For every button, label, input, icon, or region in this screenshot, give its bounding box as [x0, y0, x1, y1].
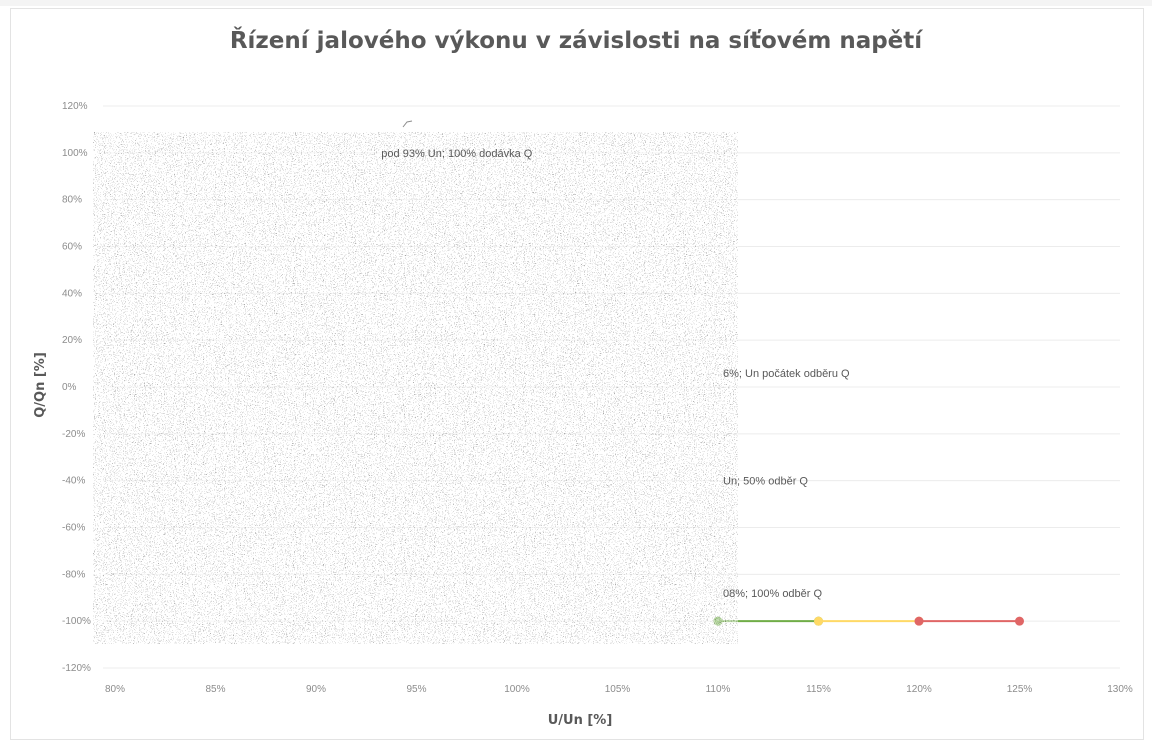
x-tick-label: 100% [504, 684, 530, 695]
y-tick-label: 0% [62, 382, 77, 393]
y-axis-title: Q/Qn [%] [33, 352, 48, 418]
y-tick-labels: 120% 100% 80% 60% 40% 20% 0% -20% -40% -60% -80% -1… [62, 101, 91, 674]
x-tick-label: 80% [105, 684, 125, 695]
annotation-3: Un; 50% odběr Q [723, 476, 808, 488]
data-point [914, 616, 924, 626]
x-tick-label: 110% [706, 684, 731, 695]
x-tick-label: 130% [1107, 684, 1133, 695]
annotation-layer: pod 93% Un; 100% dodávka Q 6%; Un počátek… [381, 148, 850, 600]
x-tick-label: 120% [906, 684, 932, 695]
x-tick-labels: 80% 85% 90% 95% 100% 105% 110% 115% 120% 125% 130% [105, 684, 1133, 695]
y-tick-label: 40% [62, 288, 82, 299]
y-tick-label: 120% [62, 101, 88, 112]
series-layer [713, 616, 1024, 626]
y-tick-label: 80% [62, 195, 82, 206]
annotation-2: 6%; Un počátek odběru Q [723, 368, 850, 380]
x-tick-label: 125% [1007, 684, 1033, 695]
y-tick-label: -120% [62, 663, 91, 674]
data-point [1015, 616, 1024, 626]
x-axis-title: U/Un [%] [548, 713, 613, 728]
noise-overlay [93, 132, 738, 644]
y-tick-label: 60% [62, 242, 82, 253]
y-tick-label: -20% [62, 429, 85, 440]
annotation-leader [402, 120, 413, 128]
top-strip [0, 0, 1152, 6]
x-tick-label: 105% [605, 684, 631, 695]
annotation-1: pod 93% Un; 100% dodávka Q [381, 148, 532, 160]
y-tick-label: 20% [62, 335, 82, 346]
annotation-4: 08%; 100% odběr Q [723, 588, 823, 600]
data-point [814, 616, 823, 626]
y-tick-label: -60% [62, 523, 85, 534]
x-tick-label: 90% [306, 684, 326, 695]
y-tick-label: -80% [62, 569, 85, 580]
x-tick-label: 115% [806, 684, 831, 695]
y-tick-label: -40% [62, 476, 85, 487]
y-tick-label: 100% [62, 148, 88, 159]
y-tick-label: -100% [62, 616, 91, 627]
x-tick-label: 95% [406, 684, 426, 695]
chart-title: Řízení jalového výkonu v závislosti na s… [229, 28, 923, 54]
x-tick-label: 85% [205, 684, 225, 695]
